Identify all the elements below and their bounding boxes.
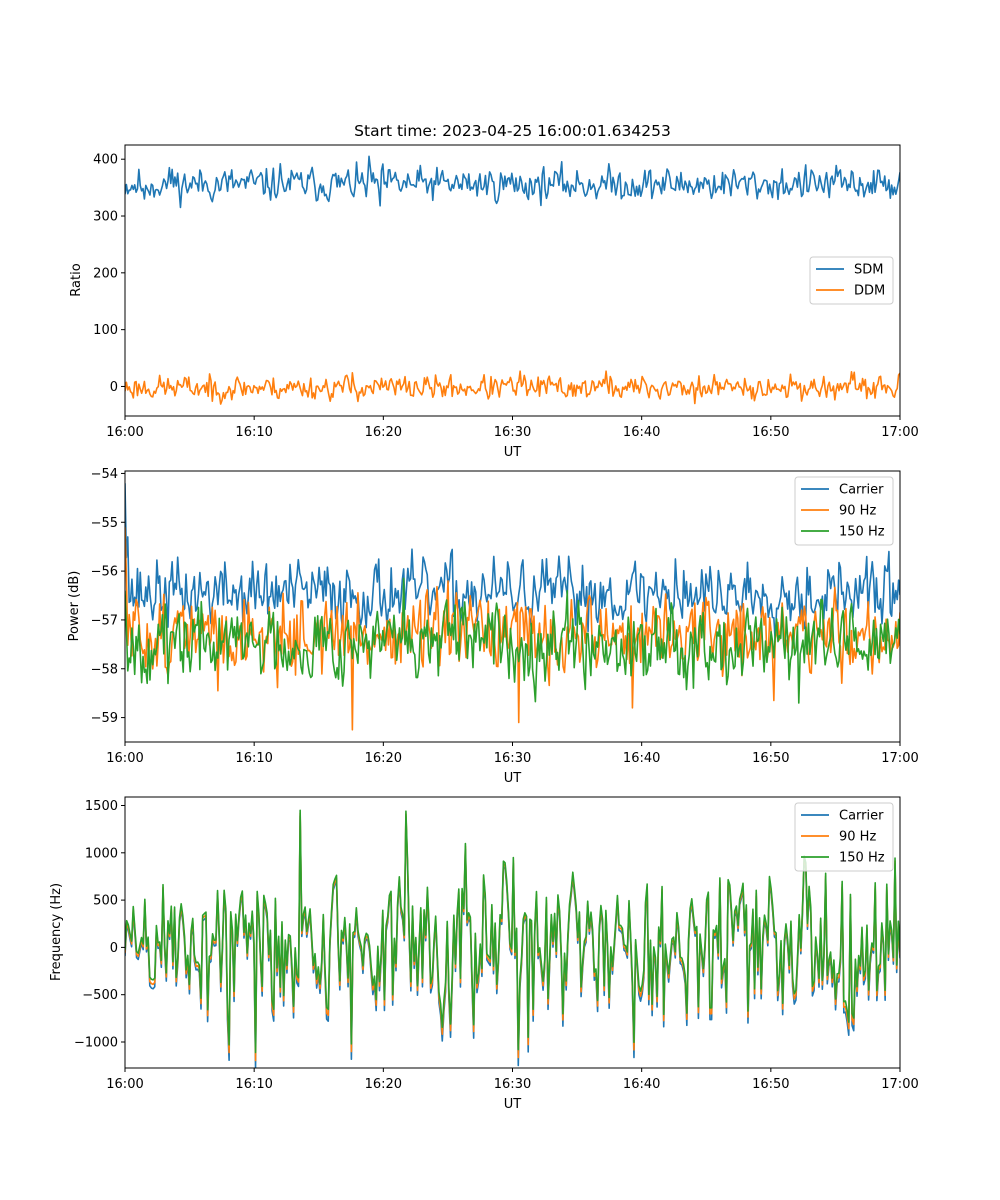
y-tick-label: −55	[91, 516, 118, 531]
y-tick-label: −500	[82, 988, 118, 1003]
x-tick-label: 16:10	[235, 751, 272, 766]
series-line-90-hz	[125, 527, 900, 731]
y-tick-label: 500	[93, 894, 118, 909]
ratio-y-axis-label: Ratio	[69, 263, 84, 296]
x-tick-label: 16:00	[106, 1077, 143, 1092]
series-line-150-hz	[125, 577, 900, 704]
y-tick-label: 1000	[85, 846, 118, 861]
series-line-ddm	[125, 370, 900, 405]
x-tick-label: 16:30	[494, 751, 531, 766]
x-tick-label: 16:40	[623, 751, 660, 766]
power-x-axis-label: UT	[504, 771, 522, 786]
ratio-panel: Ratio UT	[69, 263, 521, 460]
x-tick-label: 16:20	[365, 425, 402, 440]
y-tick-label: 1500	[85, 799, 118, 814]
legend-entry: 90 Hz	[839, 830, 876, 845]
x-tick-label: 16:10	[235, 425, 272, 440]
y-tick-label: −56	[91, 565, 118, 580]
y-tick-label: 0	[110, 380, 118, 395]
legend-entry: SDM	[854, 263, 883, 278]
y-tick-label: −1000	[74, 1035, 118, 1050]
x-tick-label: 16:00	[106, 751, 143, 766]
y-tick-label: 200	[93, 266, 118, 281]
x-tick-label: 16:30	[494, 425, 531, 440]
y-tick-label: 0	[110, 941, 118, 956]
series-line-sdm	[125, 155, 900, 209]
x-tick-label: 17:00	[881, 751, 918, 766]
x-tick-label: 16:10	[235, 1077, 272, 1092]
power-y-axis-label: Power (dB)	[67, 571, 82, 642]
frequency-y-axis-label: Frequency (Hz)	[49, 883, 64, 981]
x-tick-label: 16:30	[494, 1077, 531, 1092]
frequency-x-axis-label: UT	[504, 1097, 522, 1112]
legend-entry: 150 Hz	[839, 525, 885, 540]
legend-box	[794, 802, 894, 872]
series-line-carrier	[125, 483, 900, 643]
x-tick-label: 16:50	[752, 751, 789, 766]
frequency-panel: Frequency (Hz) UT	[49, 883, 521, 1112]
legend-entry: 150 Hz	[839, 851, 885, 866]
x-tick-label: 16:20	[365, 1077, 402, 1092]
y-tick-label: −59	[91, 711, 118, 726]
y-tick-label: −54	[91, 467, 118, 482]
legend-entry: Carrier	[839, 483, 884, 498]
y-tick-label: 400	[93, 153, 118, 168]
chart-title: Start time: 2023-04-25 16:00:01.634253	[354, 122, 671, 140]
legend-box	[794, 476, 894, 546]
y-tick-label: −58	[91, 662, 118, 677]
x-tick-label: 16:50	[752, 1077, 789, 1092]
series-line-150-hz	[125, 809, 900, 1054]
plot-layer: 16:00 16:10 16:20 16:30 16:40 16:50 17:00 0 100 2…	[74, 144, 919, 1092]
y-tick-label: −57	[91, 613, 118, 628]
y-tick-label: 300	[93, 210, 118, 225]
x-tick-label: 16:50	[752, 425, 789, 440]
x-tick-label: 16:20	[365, 751, 402, 766]
x-tick-label: 16:00	[106, 425, 143, 440]
legend-entry: Carrier	[839, 809, 884, 824]
legend-entry: 90 Hz	[839, 504, 876, 519]
x-tick-label: 16:40	[623, 1077, 660, 1092]
x-tick-label: 17:00	[881, 1077, 918, 1092]
power-panel: Power (dB) UT	[67, 571, 521, 786]
ratio-x-axis-label: UT	[504, 445, 522, 460]
y-tick-label: 100	[93, 323, 118, 338]
x-tick-label: 16:40	[623, 425, 660, 440]
legend-entry: DDM	[854, 284, 885, 299]
x-tick-label: 17:00	[881, 425, 918, 440]
